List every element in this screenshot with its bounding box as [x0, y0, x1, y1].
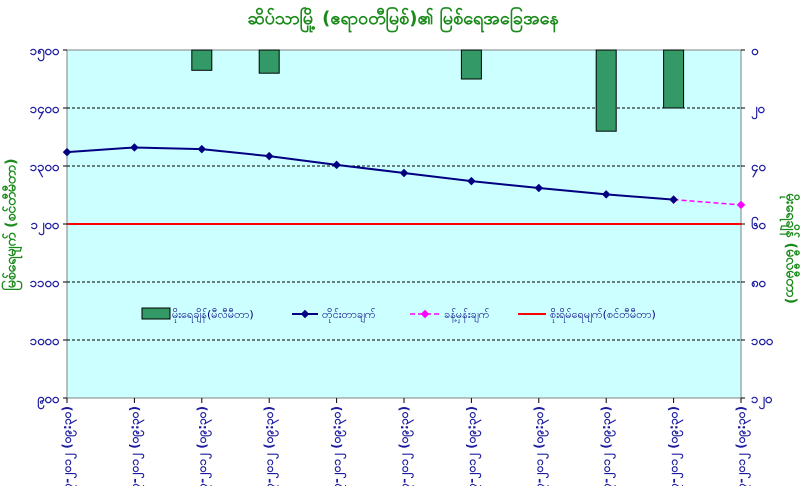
legend-label-forecast: ခန့်မှန်းချက်	[444, 308, 490, 323]
forecast-line	[673, 198, 742, 206]
y-left-tick-label: ၉၀၀	[37, 392, 60, 410]
x-tick-label: ၁၉-၇-၂၀၁၂ (၀၉:၃၀)	[464, 406, 482, 486]
rain-bar	[460, 49, 482, 80]
y-left-tick-label: ၁၀၀၀	[30, 334, 60, 349]
y-right-tick-label: ၂၀	[751, 102, 765, 120]
x-tick-label: ၁၄-၇-၂၀၁၂ (၀၉:၃၀)	[127, 406, 145, 486]
y-right-tick-label: ၁၂၀	[751, 392, 773, 410]
x-tick-label: ၁၇-၇-၂၀၁၂ (၀၉:၃၀)	[330, 406, 348, 486]
y-right-tick-label: ၈၀	[751, 276, 766, 291]
x-tick-label: ၁၆-၇-၂၀၁၂ (၀၉:၃၀)	[260, 406, 280, 486]
observed-point	[467, 176, 476, 186]
y-right-tick-label: ၀	[751, 44, 759, 59]
y-left-tick-label: ၁၄၀၀	[30, 102, 60, 120]
legend-marker-observed	[300, 309, 310, 319]
x-tick-label: ၂၀-၇-၂၀၁၂ (၀၉:၃၀)	[532, 406, 550, 486]
x-tick-label: ၂၂-၇-၂၀၁၂ (၀၉:၃၀)	[667, 406, 685, 486]
y-left-tick-label: ၁၃၀၀	[30, 160, 60, 178]
legend-label-warning: စိုးရိမ်ရေမျက်(စင်တီမီတာ)	[550, 308, 656, 323]
legend-swatch-rain	[141, 307, 171, 320]
x-tick-label: ၂၁-၇-၂၀၁၂ (၀၉:၃၀)	[599, 406, 617, 486]
y-left-tick-label: ၁၂၀၀	[31, 218, 60, 236]
y-left-tick-label: ၁၁၀၀	[30, 276, 60, 291]
y-right-tick-label: ၁၀၀	[751, 334, 774, 349]
x-tick-label: ၁၅-၇-၂၀၁၂ (၀၉:၃၀)	[195, 406, 213, 486]
observed-point	[399, 168, 409, 178]
x-tick-label: ၁၃-၇-၂၀၁၂ (၀၉:၃၀)	[60, 406, 78, 486]
chart-title: ဆိပ်သာမြို့ (ဧရာဝတီမြစ်)၏ မြစ်ရေအခြေအနေ	[247, 8, 559, 29]
y-right-tick-label: ၆၀	[751, 216, 766, 233]
y-right-tick-label: ၄၀	[751, 160, 766, 178]
observed-point	[130, 143, 139, 152]
x-tick-label: ၁၈-၇-၂၀၁၂ (၀၉:၃၀)	[397, 406, 415, 486]
x-tick-label: ၂၃-၇-၂၀၁၂ (၀၉:၃၀)	[734, 406, 752, 486]
observed-point	[264, 151, 274, 161]
observed-point	[332, 160, 341, 170]
rain-bar	[663, 49, 685, 109]
legend-label-observed: တိုင်းတာချက်	[322, 308, 376, 323]
rain-bar	[258, 49, 280, 74]
y-left-tick-label: ၁၅၀၀	[30, 44, 60, 62]
legend-label-rain: မိုးရေချိန်(မီလီမီတာ)	[172, 308, 254, 323]
rain-bar	[191, 49, 213, 71]
observed-point	[197, 144, 207, 154]
rain-bar	[595, 49, 617, 132]
legend-marker-forecast	[420, 309, 430, 319]
observed-line	[66, 146, 674, 201]
